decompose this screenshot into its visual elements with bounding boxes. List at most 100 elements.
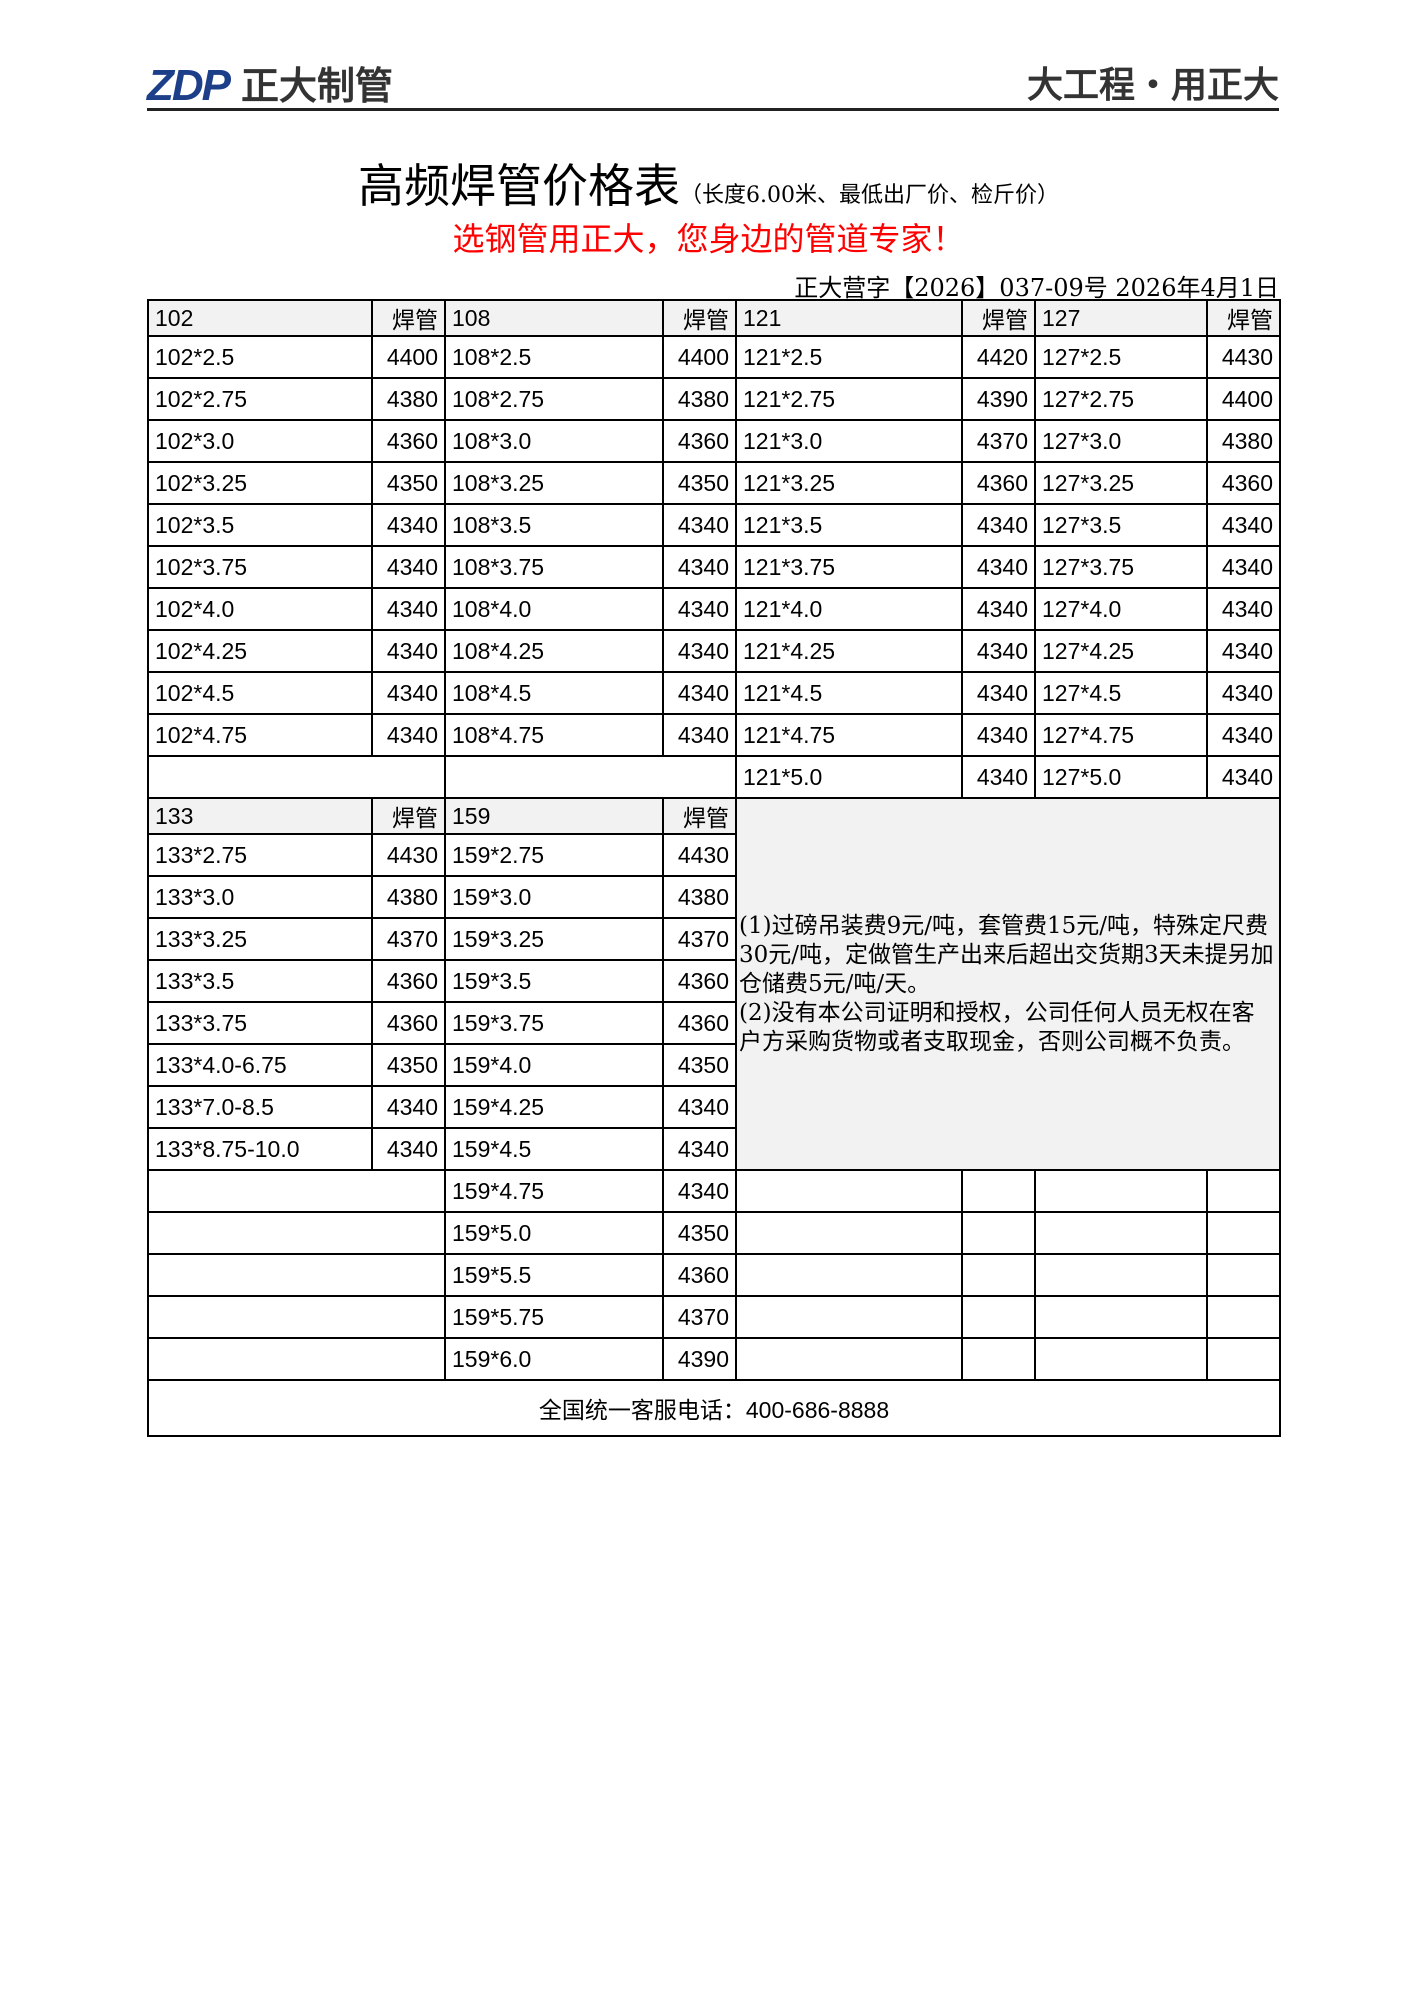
empty-cell [147, 755, 446, 799]
price-header: 焊管 [662, 797, 737, 835]
table-row: 102*4.0 4340 108*4.0 4340 121*4.0 4340 127*4.0… [147, 587, 1281, 631]
spec-cell: 127*2.5 [1034, 335, 1208, 379]
table-row: 133*3.75 4360 159*3.75 4360 [147, 1001, 1280, 1045]
spec-cell: 159*4.0 [444, 1043, 664, 1087]
table-row: 102*3.25 4350 108*3.25 4350 121*3.25 4360 127*… [147, 461, 1281, 505]
spec-cell: 159*4.25 [444, 1085, 664, 1129]
price-cell: 4380 [662, 377, 737, 421]
empty-cell [735, 1337, 963, 1381]
spec-cell: 127*4.75 [1034, 713, 1208, 757]
table-row: 133*8.75-10.0 4340 159*4.5 4340 [147, 1127, 1280, 1171]
document-number: 正大营字【2026】037-09号 2026年4月1日 [794, 274, 1279, 302]
logo-mark: ZDP [147, 61, 231, 110]
price-cell: 4420 [961, 335, 1036, 379]
empty-cell [147, 1211, 446, 1255]
price-cell: 4350 [662, 1211, 737, 1255]
spec-cell: 133*4.0-6.75 [147, 1043, 373, 1087]
spec-cell: 159*3.0 [444, 875, 664, 919]
spec-cell: 133*2.75 [147, 833, 373, 877]
price-cell: 4340 [371, 671, 446, 715]
table-row: 159*6.0 4390 [147, 1337, 1281, 1381]
price-cell: 4400 [371, 335, 446, 379]
price-cell: 4360 [961, 461, 1036, 505]
spec-cell: 133*3.0 [147, 875, 373, 919]
spec-cell: 121*4.75 [735, 713, 963, 757]
title-main: 高频焊管价格表 [358, 159, 680, 213]
spec-cell: 133*8.75-10.0 [147, 1127, 373, 1171]
price-cell: 4340 [371, 503, 446, 547]
spec-cell: 127*4.0 [1034, 587, 1208, 631]
group-header: 108 [444, 299, 664, 337]
spec-cell: 108*2.5 [444, 335, 664, 379]
spec-cell: 108*4.75 [444, 713, 664, 757]
spec-cell: 108*3.5 [444, 503, 664, 547]
table-row: 102*4.5 4340 108*4.5 4340 121*4.5 4340 127*4.5… [147, 671, 1281, 715]
price-cell: 4370 [662, 917, 737, 961]
price-cell: 4340 [961, 671, 1036, 715]
spec-cell: 127*3.25 [1034, 461, 1208, 505]
empty-cell [961, 1295, 1036, 1339]
empty-cell [735, 1169, 963, 1213]
notes-cell: (1)过磅吊装费9元/吨，套管费15元/吨，特殊定尺费30元/吨，定做管生产出来… [735, 797, 1281, 1171]
empty-cell [1034, 1295, 1208, 1339]
spec-cell: 121*3.0 [735, 419, 963, 463]
price-cell: 4340 [371, 629, 446, 673]
spec-cell: 102*4.5 [147, 671, 373, 715]
price-cell: 4360 [662, 1001, 737, 1045]
empty-cell [1034, 1169, 1208, 1213]
spec-cell: 159*4.5 [444, 1127, 664, 1171]
empty-cell [1034, 1211, 1208, 1255]
price-cell: 4340 [961, 503, 1036, 547]
table-row: 133*4.0-6.75 4350 159*4.0 4350 [147, 1043, 1280, 1087]
table-row: 159*4.75 4340 [147, 1169, 1281, 1213]
spec-cell: 159*5.75 [444, 1295, 664, 1339]
price-cell: 4360 [371, 1001, 446, 1045]
header-row: 102 焊管 108 焊管 121 焊管 127 焊管 [147, 299, 1281, 337]
empty-cell [1206, 1211, 1281, 1255]
price-table: 102 焊管 108 焊管 121 焊管 127 焊管 102*2.5 4400 108*2.5 44… [147, 299, 1281, 1437]
price-cell: 4360 [662, 419, 737, 463]
spec-cell: 108*4.0 [444, 587, 664, 631]
empty-cell [1034, 1253, 1208, 1297]
price-cell: 4340 [662, 545, 737, 589]
price-cell: 4390 [961, 377, 1036, 421]
empty-cell [147, 1169, 446, 1213]
empty-cell [1206, 1169, 1281, 1213]
price-cell: 4340 [961, 629, 1036, 673]
spec-cell: 102*4.0 [147, 587, 373, 631]
price-cell: 4340 [662, 587, 737, 631]
spec-cell: 133*3.5 [147, 959, 373, 1003]
table-row: 159*5.5 4360 [147, 1253, 1281, 1297]
table-row: 133*7.0-8.5 4340 159*4.25 4340 [147, 1085, 1280, 1129]
price-cell: 4350 [662, 461, 737, 505]
price-cell: 4360 [662, 959, 737, 1003]
price-cell: 4340 [961, 587, 1036, 631]
price-cell: 4340 [961, 755, 1036, 799]
price-cell: 4360 [371, 419, 446, 463]
price-cell: 4430 [1206, 335, 1281, 379]
table-row: 159*5.0 4350 [147, 1211, 1281, 1255]
empty-cell [147, 1337, 446, 1381]
spec-cell: 159*5.5 [444, 1253, 664, 1297]
price-cell: 4340 [371, 1085, 446, 1129]
price-cell: 4380 [371, 377, 446, 421]
empty-cell [961, 1337, 1036, 1381]
price-cell: 4390 [662, 1337, 737, 1381]
spec-cell: 159*3.5 [444, 959, 664, 1003]
table-row: 133*3.25 4370 159*3.25 4370 [147, 917, 1280, 961]
spec-cell: 121*2.5 [735, 335, 963, 379]
spec-cell: 159*3.25 [444, 917, 664, 961]
spec-cell: 102*2.5 [147, 335, 373, 379]
spec-cell: 127*5.0 [1034, 755, 1208, 799]
spec-cell: 127*4.25 [1034, 629, 1208, 673]
tagline: 选钢管用正大，您身边的管道专家！ [452, 220, 965, 258]
price-cell: 4340 [371, 713, 446, 757]
empty-cell [961, 1253, 1036, 1297]
price-cell: 4340 [371, 545, 446, 589]
spec-cell: 102*3.0 [147, 419, 373, 463]
table-row: 159*5.75 4370 [147, 1295, 1281, 1339]
price-header: 焊管 [1206, 299, 1281, 337]
table-row: 133*3.0 4380 159*3.0 4380 [147, 875, 1280, 919]
group-header: 159 [444, 797, 664, 835]
price-cell: 4340 [1206, 713, 1281, 757]
